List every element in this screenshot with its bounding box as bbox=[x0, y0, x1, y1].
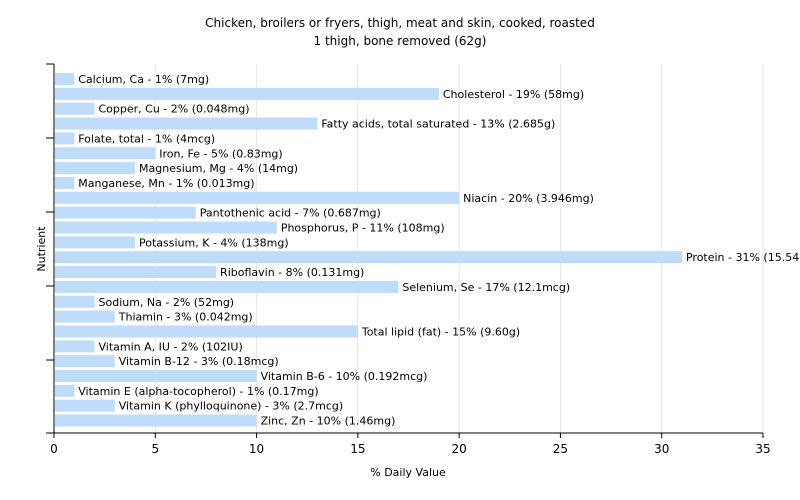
bar bbox=[55, 73, 75, 85]
bar-label: Zinc, Zn - 10% (1.46mg) bbox=[261, 415, 396, 428]
bars: Calcium, Ca - 1% (7mg) Cholesterol - 19% … bbox=[55, 73, 800, 428]
bar-label: Pantothenic acid - 7% (0.687mg) bbox=[200, 207, 381, 220]
bar-label: Vitamin B-6 - 10% (0.192mcg) bbox=[261, 370, 428, 383]
bar bbox=[55, 102, 95, 115]
bar-label: Thiamin - 3% (0.042mg) bbox=[118, 311, 253, 324]
bar-label: Manganese, Mn - 1% (0.013mg) bbox=[78, 177, 254, 190]
bar bbox=[55, 340, 95, 353]
x-tick-label: 10 bbox=[249, 442, 264, 456]
bar-label: Vitamin B-12 - 3% (0.18mcg) bbox=[119, 355, 279, 368]
bar-label: Folate, total - 1% (4mcg) bbox=[78, 132, 215, 145]
bar-label: Vitamin A, IU - 2% (102IU) bbox=[99, 340, 243, 353]
bar bbox=[55, 295, 95, 308]
x-tick-label: 30 bbox=[654, 442, 669, 456]
bar-label: Calcium, Ca - 1% (7mg) bbox=[78, 73, 209, 86]
bar-label: Niacin - 20% (3.946mg) bbox=[463, 192, 594, 205]
bar bbox=[55, 236, 136, 249]
bar bbox=[55, 191, 460, 204]
bar-label: Copper, Cu - 2% (0.048mg) bbox=[99, 103, 250, 116]
bar bbox=[55, 147, 156, 160]
bar bbox=[55, 117, 318, 130]
bar bbox=[55, 132, 75, 145]
bar-label: Riboflavin - 8% (0.131mg) bbox=[220, 266, 364, 279]
y-axis-label: Nutrient bbox=[35, 226, 48, 272]
x-axis-label: % Daily Value bbox=[370, 466, 446, 479]
bar bbox=[55, 266, 217, 279]
x-tick-label: 15 bbox=[350, 442, 365, 456]
bar bbox=[55, 206, 196, 219]
chart-title: Chicken, broilers or fryers, thigh, meat… bbox=[205, 16, 595, 30]
bar bbox=[55, 370, 257, 382]
bar bbox=[55, 325, 358, 338]
bar bbox=[55, 251, 682, 264]
x-tick-label: 25 bbox=[553, 442, 568, 456]
bar bbox=[55, 310, 115, 323]
axes: 0 5 10 15 20 25 30 35 bbox=[46, 63, 771, 456]
bar-label: Selenium, Se - 17% (12.1mcg) bbox=[402, 281, 570, 294]
bar-label: Sodium, Na - 2% (52mg) bbox=[99, 296, 235, 309]
bar-label: Total lipid (fat) - 15% (9.60g) bbox=[361, 325, 520, 338]
chart-subtitle: 1 thigh, bone removed (62g) bbox=[314, 34, 487, 48]
bar bbox=[55, 399, 115, 412]
bar bbox=[55, 414, 257, 427]
x-tick-label: 0 bbox=[50, 442, 58, 456]
bar-label: Potassium, K - 4% (138mg) bbox=[139, 236, 289, 249]
bar bbox=[55, 355, 115, 368]
bar-label: Fatty acids, total saturated - 13% (2.68… bbox=[321, 118, 555, 131]
bar bbox=[55, 221, 277, 234]
bar-label: Vitamin E (alpha-tocopherol) - 1% (0.17m… bbox=[78, 385, 318, 398]
bar bbox=[55, 87, 439, 100]
bar bbox=[55, 176, 75, 189]
bar-label: Vitamin K (phylloquinone) - 3% (2.7mcg) bbox=[119, 400, 343, 413]
bar-label: Iron, Fe - 5% (0.83mg) bbox=[159, 147, 282, 160]
bar-label: Phosphorus, P - 11% (108mg) bbox=[281, 222, 445, 235]
bar-label: Magnesium, Mg - 4% (14mg) bbox=[139, 162, 298, 175]
bar bbox=[55, 280, 399, 293]
x-tick-label: 35 bbox=[755, 442, 770, 456]
x-tick-label: 20 bbox=[452, 442, 467, 456]
bar-label: Cholesterol - 19% (58mg) bbox=[443, 88, 584, 101]
bar-label: Protein - 31% (15.54g) bbox=[686, 251, 800, 264]
x-tick-label: 5 bbox=[151, 442, 159, 456]
bar bbox=[55, 162, 136, 175]
bar bbox=[55, 384, 75, 397]
